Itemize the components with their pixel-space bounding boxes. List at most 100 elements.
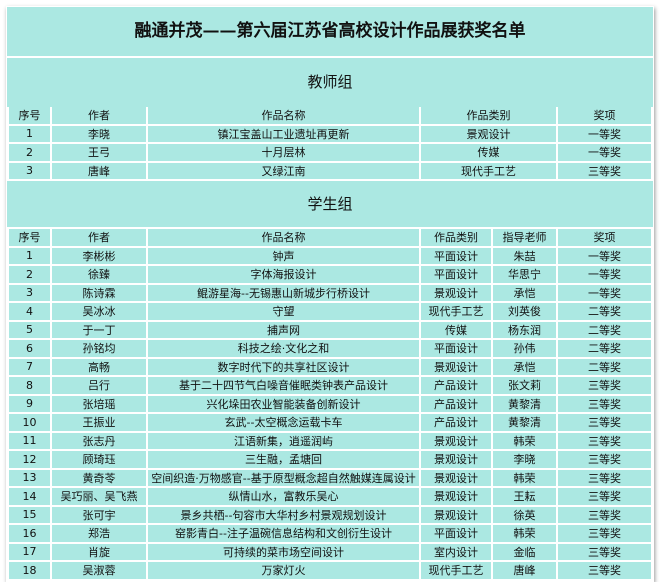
cell-award: 二等奖 [558,340,651,357]
table-row: 18 吴淑蓉 万家灯火 现代手工艺 唐峰 三等奖 [9,562,651,579]
cell-seq: 16 [9,525,50,542]
cell-seq: 2 [9,266,50,283]
cell-author: 郑浩 [52,525,146,542]
table-row: 4 吴冰冰 守望 现代手工艺 刘英俊 二等奖 [9,303,651,320]
cell-seq: 7 [9,358,50,375]
cell-award: 一等奖 [558,125,651,142]
cell-author: 吴巧丽、吴飞燕 [52,488,146,505]
cell-work-title: 十月层林 [148,144,419,161]
cell-seq: 12 [9,451,50,468]
cell-category: 景观设计 [421,432,491,449]
table-row: 3 唐峰 又绿江南 现代手工艺 三等奖 [9,162,651,179]
cell-work-title: 基于二十四节气白噪音催眠类钟表产品设计 [148,377,419,394]
cell-work-title: 三生融，孟塘回 [148,451,419,468]
cell-author: 高畅 [52,358,146,375]
cell-advisor: 金临 [493,543,556,560]
cell-seq: 13 [9,469,50,486]
cell-award: 三等奖 [558,395,651,412]
teacher-group-heading: 教师组 [7,58,653,107]
award-list-document: 融通并茂——第六届江苏省高校设计作品展获奖名单 教师组 序号 作者 作品名称 作品类别… [6,6,654,582]
cell-award: 三等奖 [558,414,651,431]
cell-award: 二等奖 [558,303,651,320]
cell-award: 三等奖 [558,377,651,394]
cell-author: 吴冰冰 [52,303,146,320]
cell-author: 王弓 [52,144,146,161]
cell-work-title: 江语新集，逍遥润屿 [148,432,419,449]
cell-category: 景观设计 [421,125,556,142]
cell-seq: 3 [9,162,50,179]
header-category: 作品类别 [421,229,491,246]
cell-work-title: 守望 [148,303,419,320]
header-seq: 序号 [9,107,50,124]
page-title: 融通并茂——第六届江苏省高校设计作品展获奖名单 [7,7,653,56]
table-row: 1 李晓 镇江宝盖山工业遗址再更新 景观设计 一等奖 [9,125,651,142]
cell-advisor: 唐峰 [493,562,556,579]
cell-seq: 5 [9,321,50,338]
cell-category: 室内设计 [421,543,491,560]
table-row: 10 王振业 玄武--太空概念运载卡车 产品设计 黄黎清 三等奖 [9,414,651,431]
table-row: 14 吴巧丽、吴飞燕 纵情山水，富教乐吴心 景观设计 王耘 三等奖 [9,488,651,505]
cell-award: 三等奖 [558,488,651,505]
cell-advisor: 王耘 [493,488,556,505]
table-row: 11 张志丹 江语新集，逍遥润屿 景观设计 韩荣 三等奖 [9,432,651,449]
cell-author: 陈诗霖 [52,284,146,301]
cell-category: 产品设计 [421,395,491,412]
cell-author: 顾琦珏 [52,451,146,468]
cell-award: 三等奖 [558,469,651,486]
cell-seq: 1 [9,125,50,142]
header-advisor: 指导老师 [493,229,556,246]
cell-award: 三等奖 [558,506,651,523]
cell-advisor: 孙伟 [493,340,556,357]
cell-work-title: 纵情山水，富教乐吴心 [148,488,419,505]
cell-work-title: 科技之绘·文化之和 [148,340,419,357]
cell-work-title: 可持续的菜市场空间设计 [148,543,419,560]
cell-advisor: 华思宁 [493,266,556,283]
cell-work-title: 空间织造·万物感官--基于原型概念超自然触媒连属设计 [148,469,419,486]
cell-category: 现代手工艺 [421,162,556,179]
cell-seq: 4 [9,303,50,320]
cell-work-title: 窑影青白--注子温碗信息结构和文创衍生设计 [148,525,419,542]
cell-author: 吕行 [52,377,146,394]
table-row: 8 吕行 基于二十四节气白噪音催眠类钟表产品设计 产品设计 张文莉 三等奖 [9,377,651,394]
cell-award: 三等奖 [558,162,651,179]
cell-seq: 1 [9,247,50,264]
table-row: 7 高畅 数字时代下的共享社区设计 景观设计 承恺 二等奖 [9,358,651,375]
cell-seq: 6 [9,340,50,357]
cell-category: 产品设计 [421,377,491,394]
cell-award: 二等奖 [558,358,651,375]
cell-category: 传媒 [421,144,556,161]
cell-award: 一等奖 [558,247,651,264]
cell-seq: 11 [9,432,50,449]
cell-author: 张可宇 [52,506,146,523]
cell-advisor: 韩荣 [493,525,556,542]
table-row: 12 顾琦珏 三生融，孟塘回 景观设计 李晓 三等奖 [9,451,651,468]
table-header-row: 序号 作者 作品名称 作品类别 奖项 [9,107,651,124]
cell-seq: 9 [9,395,50,412]
cell-award: 三等奖 [558,562,651,579]
cell-work-title: 万家灯火 [148,562,419,579]
cell-work-title: 钟声 [148,247,419,264]
student-group-heading: 学生组 [7,181,653,227]
cell-author: 于一丁 [52,321,146,338]
table-row: 9 张培瑶 兴化垛田农业智能装备创新设计 产品设计 黄黎清 三等奖 [9,395,651,412]
cell-seq: 2 [9,144,50,161]
table-row: 17 肖旋 可持续的菜市场空间设计 室内设计 金临 三等奖 [9,543,651,560]
cell-advisor: 黄黎清 [493,395,556,412]
cell-seq: 17 [9,543,50,560]
cell-award: 三等奖 [558,543,651,560]
cell-author: 张志丹 [52,432,146,449]
cell-award: 三等奖 [558,451,651,468]
table-row: 2 王弓 十月层林 传媒 一等奖 [9,144,651,161]
cell-author: 孙铭均 [52,340,146,357]
cell-award: 一等奖 [558,266,651,283]
cell-category: 景观设计 [421,358,491,375]
table-row: 15 张可宇 景乡共栖--句容市大华村乡村景观规划设计 景观设计 徐英 三等奖 [9,506,651,523]
cell-work-title: 兴化垛田农业智能装备创新设计 [148,395,419,412]
header-work-title: 作品名称 [148,107,419,124]
cell-advisor: 刘英俊 [493,303,556,320]
cell-advisor: 韩荣 [493,469,556,486]
cell-award: 一等奖 [558,144,651,161]
cell-seq: 8 [9,377,50,394]
cell-seq: 15 [9,506,50,523]
table-row: 16 郑浩 窑影青白--注子温碗信息结构和文创衍生设计 平面设计 韩荣 三等奖 [9,525,651,542]
